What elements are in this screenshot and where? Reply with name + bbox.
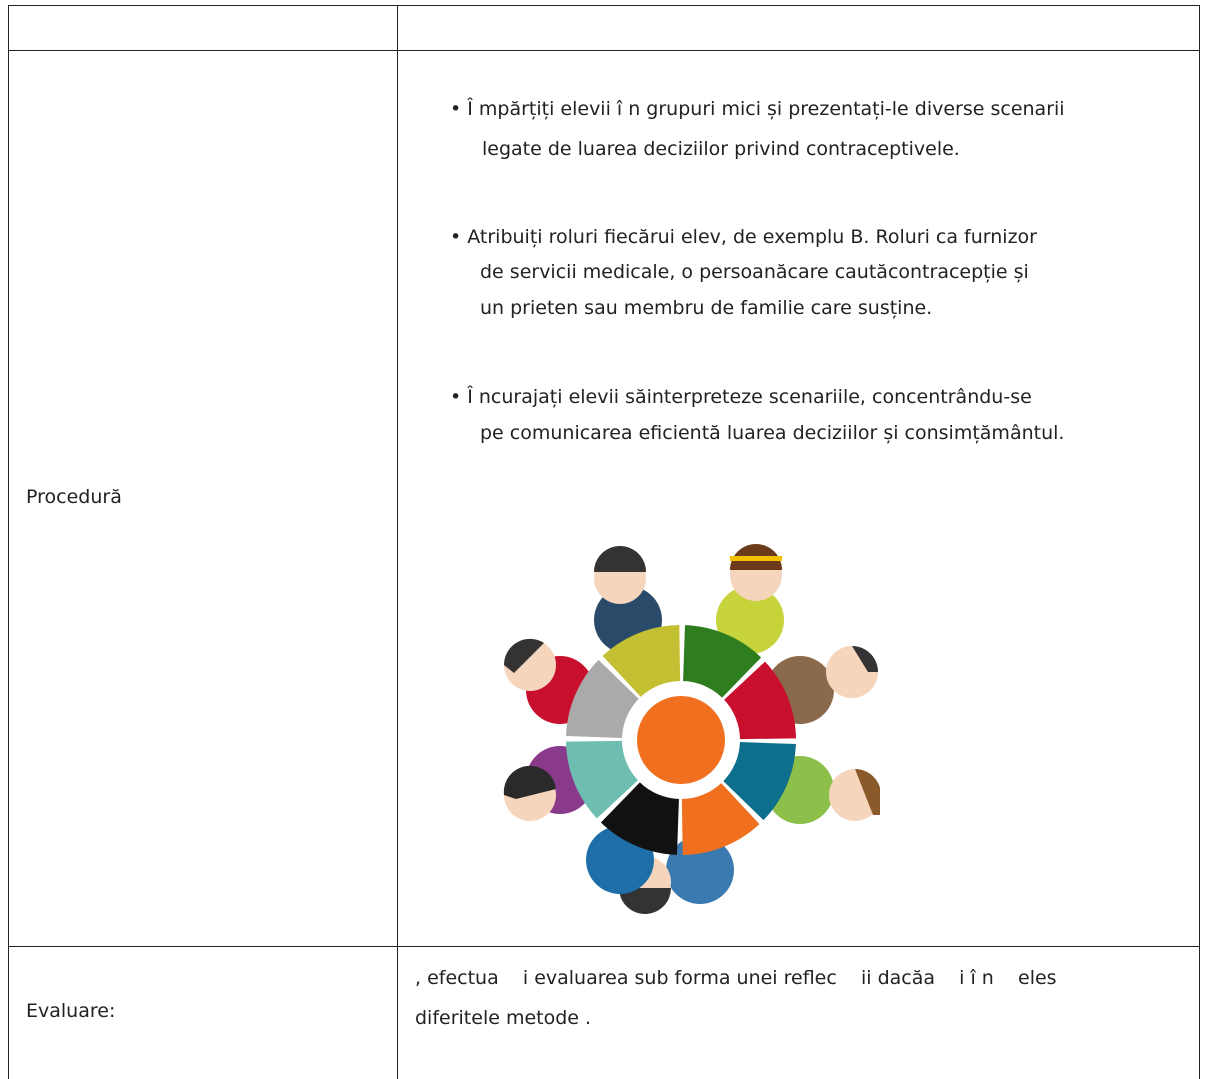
people (503, 544, 880, 914)
eval-line: , efectua i evaluarea sub forma unei ref… (415, 967, 1057, 989)
bullet-line: legate de luarea deciziilor privind cont… (482, 138, 960, 160)
border (8, 946, 1200, 947)
table-center (637, 696, 725, 784)
illustration (503, 544, 880, 914)
bullet-line: • Î ncurajați elevii săinterpreteze scen… (450, 386, 1032, 408)
row-label: Evaluare: (26, 1000, 116, 1022)
eval-line: diferitele metode . (415, 1007, 592, 1029)
bullet-line: pe comunicarea eficientă luarea deciziil… (480, 422, 1065, 444)
border (8, 50, 1200, 51)
border (8, 5, 1200, 6)
bullet-line: • Atribuiți roluri fiecărui elev, de exe… (450, 226, 1037, 248)
bullet-line: de servicii medicale, o persoanăcare cau… (480, 261, 1029, 283)
row-label: Procedură (26, 486, 122, 508)
border (397, 5, 398, 1079)
bullet-line: • Î mpărțiți elevii î n grupuri mici și … (450, 98, 1065, 120)
border (1199, 5, 1200, 1079)
border (8, 5, 9, 1079)
table-ring (566, 625, 796, 855)
bullet-line: un prieten sau membru de familie care su… (480, 297, 933, 319)
